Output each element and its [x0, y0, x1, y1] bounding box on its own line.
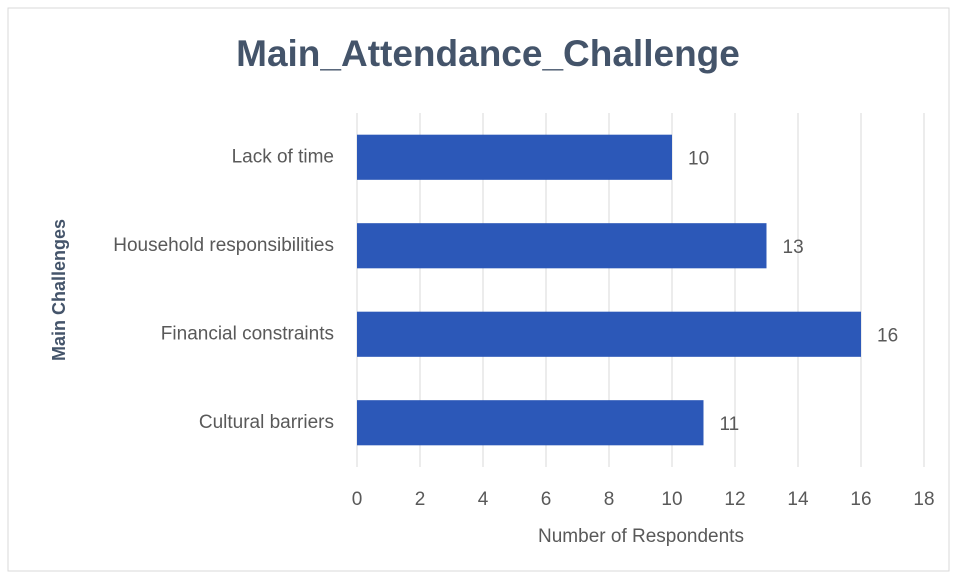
data-label: 16	[877, 325, 898, 346]
x-tick-label: 12	[724, 489, 745, 510]
y-tick-label: Lack of time	[232, 146, 334, 167]
x-tick-label: 16	[850, 489, 871, 510]
x-tick-label: 2	[415, 489, 426, 510]
x-tick-label: 14	[787, 489, 809, 510]
x-axis-title: Number of Respondents	[538, 526, 744, 547]
x-tick-label: 18	[913, 489, 934, 510]
y-tick-label: Cultural barriers	[199, 412, 334, 433]
y-tick-label: Household responsibilities	[113, 235, 334, 256]
x-tick-label: 6	[541, 489, 552, 510]
x-tick-label: 4	[478, 489, 489, 510]
chart-title: Main_Attendance_Challenge	[236, 33, 740, 74]
bar	[357, 223, 767, 269]
x-tick-label: 10	[661, 489, 682, 510]
bar	[357, 134, 672, 180]
bar	[357, 400, 704, 446]
data-label: 10	[688, 148, 709, 169]
data-label: 13	[783, 237, 804, 258]
y-tick-label: Financial constraints	[161, 323, 334, 344]
x-tick-label: 8	[604, 489, 615, 510]
bar	[357, 311, 861, 357]
data-label: 11	[720, 414, 740, 435]
y-axis-title: Main Challenges	[49, 219, 69, 361]
x-tick-label: 0	[352, 489, 363, 510]
chart-border	[7, 7, 950, 572]
